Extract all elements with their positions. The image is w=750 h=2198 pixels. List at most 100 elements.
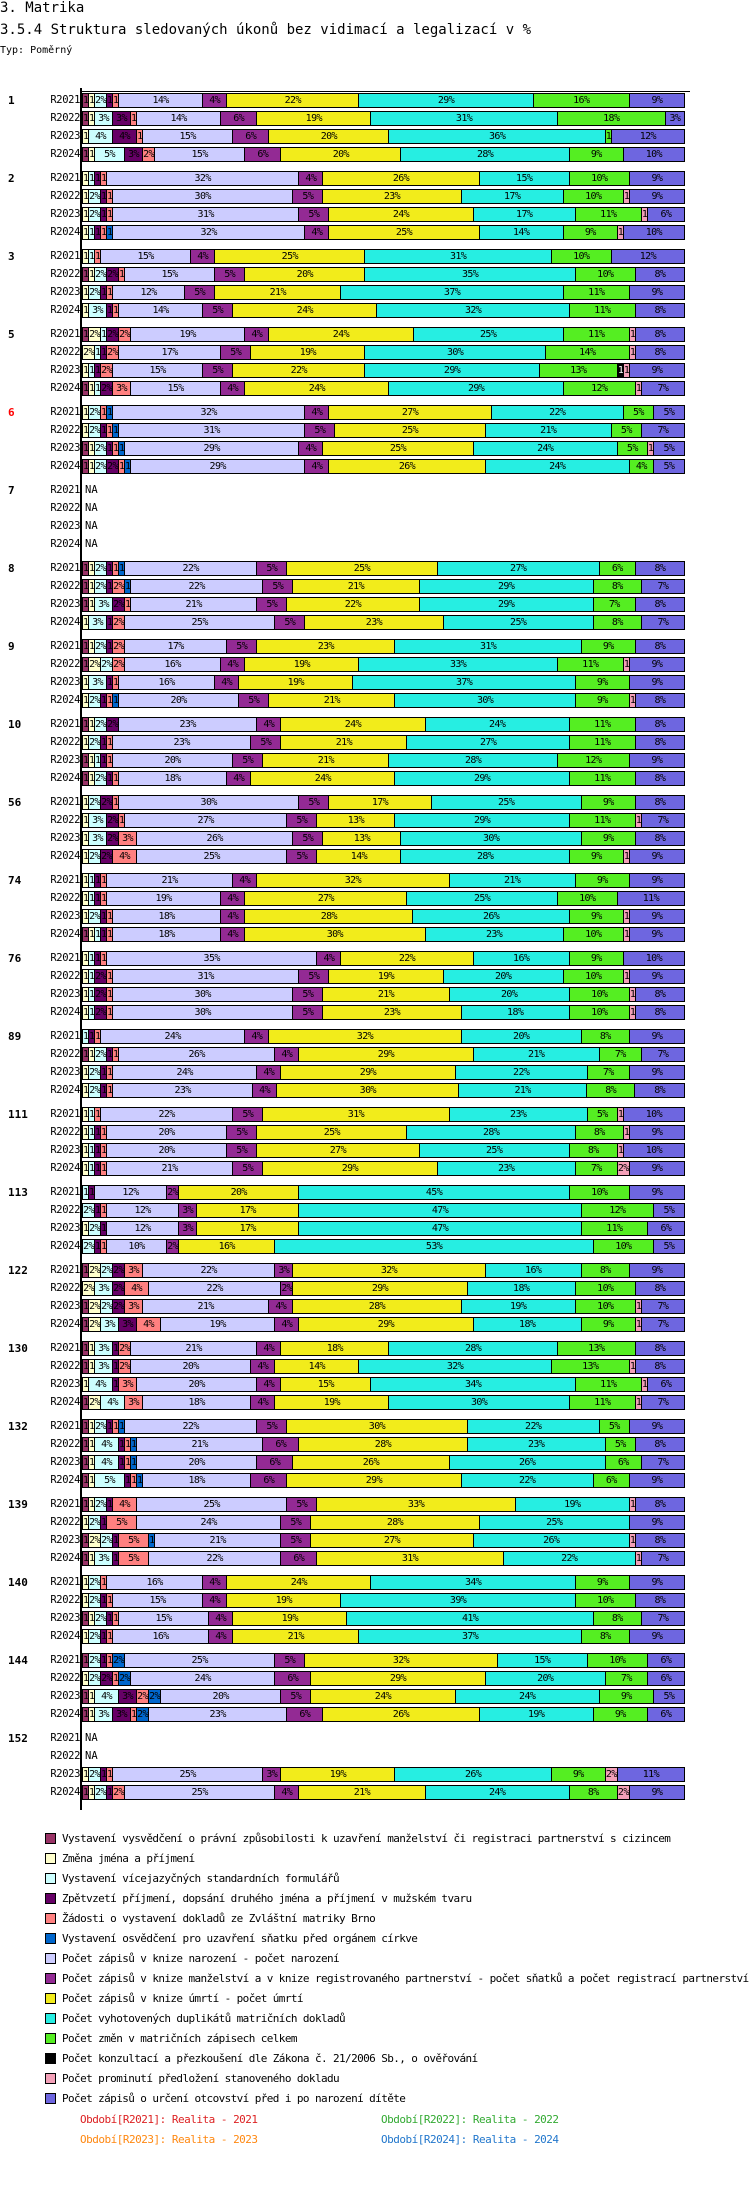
bar-segment: 1%	[113, 1360, 120, 1373]
bar-segment: 28%	[389, 1342, 558, 1355]
bar-segment: 5%	[95, 1474, 126, 1487]
bar-segment: 1%	[83, 1300, 89, 1313]
stacked-bar: 1%1%1%1%20%5%27%25%8%1%10%	[82, 1143, 685, 1158]
period-label: R2023	[50, 364, 80, 376]
bar-segment: 2%	[119, 328, 132, 341]
bar-segment: 1%	[89, 598, 95, 611]
stacked-bar: 1%1%12%2%20%45%10%9%	[82, 1185, 685, 1200]
bar-segment: 24%	[269, 328, 414, 341]
period-label: R2022	[50, 112, 80, 124]
bar-segment: 9%	[575, 676, 630, 689]
bar-segment: 4%	[227, 772, 252, 785]
bar-segment: 3%	[125, 1300, 144, 1313]
bar-segment: 8%	[635, 772, 684, 785]
bar-segment: 4%	[305, 226, 330, 239]
bar-segment: 29%	[395, 814, 570, 827]
stacked-bar: 1%1%2%1%1%1%22%5%25%27%6%8%	[82, 561, 685, 576]
bar-segment: 1%	[89, 226, 95, 239]
stacked-bar: 1%2%1%1%32%4%27%22%5%5%	[82, 405, 685, 420]
bar-segment: 8%	[635, 346, 684, 359]
bar-segment: 1%	[617, 1144, 624, 1157]
top-axis-line	[80, 91, 690, 92]
group-label: 8	[8, 562, 15, 575]
bar-segment: 6%	[257, 1456, 294, 1469]
bar-segment: 16%	[179, 1240, 276, 1253]
group-label: 76	[8, 952, 22, 965]
bar-segment: 45%	[299, 1186, 570, 1199]
bar-segment: 1%	[89, 1006, 95, 1019]
bar-segment: 7%	[641, 1552, 684, 1565]
period-label: R2021	[50, 640, 80, 652]
bar-segment: 19%	[227, 1594, 342, 1607]
bar-segment: 2%	[113, 1654, 126, 1667]
group-label: 2	[8, 172, 15, 185]
bar-segment: 3%	[89, 832, 108, 845]
group-label: 140	[8, 1576, 28, 1589]
group-label: 6	[8, 406, 15, 419]
bar-segment: 21%	[473, 1048, 600, 1061]
stacked-bar: 1%2%1%1%25%3%19%26%9%2%11%	[82, 1767, 685, 1782]
stacked-bar: 1%1%1%1%21%4%32%21%9%9%	[82, 873, 685, 888]
bar-segment: 3%	[665, 112, 684, 125]
bar-segment: 37%	[353, 676, 576, 689]
bar-segment: 10%	[563, 970, 624, 983]
bar-segment: 1%	[113, 94, 120, 107]
period-label: R2022	[50, 892, 80, 904]
bar-segment: 1%	[107, 1768, 114, 1781]
bar-segment: 30%	[287, 1420, 468, 1433]
bar-segment: 16%	[533, 94, 630, 107]
bar-segment: 2%	[95, 1612, 108, 1625]
bar-segment: 15%	[131, 382, 222, 395]
bar-segment: 10%	[557, 892, 618, 905]
period-label: R2022	[50, 1672, 80, 1684]
bar-segment: 1%	[89, 1126, 95, 1139]
bar-segment: 1%	[101, 754, 107, 767]
bar-segment: 2%	[89, 1066, 102, 1079]
bar-segment: 4%	[275, 1048, 300, 1061]
bar-segment: 24%	[281, 718, 426, 731]
bar-segment: 3%	[95, 1708, 114, 1721]
period-label: R2023	[50, 1768, 80, 1780]
bar-segment: 1%	[101, 328, 108, 341]
bar-segment: 8%	[569, 1786, 618, 1799]
legend-item: Změna jména a příjmení	[45, 1848, 749, 1868]
stacked-bar: 1%1%1%22%5%31%23%5%1%10%	[82, 1107, 685, 1122]
bar-segment: 2%	[89, 1222, 102, 1235]
bar-segment: 4%	[101, 1396, 126, 1409]
bar-segment: 1%	[107, 406, 114, 419]
bar-segment: 8%	[635, 1006, 684, 1019]
stacked-bar: 1%1%2%1%2%25%4%21%24%8%2%9%	[82, 1785, 685, 1800]
bar-segment: 4%	[299, 442, 324, 455]
bar-segment: 1%	[83, 1066, 89, 1079]
bar-segment: 7%	[587, 1066, 630, 1079]
bar-segment: 1%	[617, 364, 624, 377]
bar-segment: 1%	[629, 1360, 636, 1373]
bar-segment: 10%	[569, 1006, 630, 1019]
legend-item: Počet vyhotovených duplikátů matričních …	[45, 2008, 749, 2028]
bar-segment: 4%	[95, 1690, 120, 1703]
stacked-bar: 1%1%3%1%2%21%4%18%28%13%8%	[82, 1341, 685, 1356]
bar-segment: 8%	[593, 580, 642, 593]
group-label: 74	[8, 874, 22, 887]
bar-segment: 1%	[83, 1420, 89, 1433]
bar-segment: 1%	[83, 112, 89, 125]
bar-segment: 2%	[89, 694, 102, 707]
bar-segment: 2%	[83, 1204, 96, 1217]
bar-segment: 11%	[569, 772, 636, 785]
bar-segment: 2%	[89, 1396, 102, 1409]
legend-label: Vystavení vysvědčení o právní způsobilos…	[62, 1831, 671, 1845]
bar-segment: 11%	[617, 1768, 684, 1781]
bar-segment: 1%	[101, 1144, 107, 1157]
bar-segment: 1%	[95, 346, 102, 359]
bar-segment: 20%	[449, 988, 570, 1001]
period-label: R2024	[50, 1474, 80, 1486]
bar-segment: 1%	[89, 1420, 95, 1433]
bar-segment: 21%	[281, 736, 408, 749]
bar-segment: 1%	[635, 1300, 642, 1313]
stacked-bar: 1%1%1%1%20%5%25%28%8%1%9%	[82, 1125, 685, 1140]
bar-segment: 6%	[605, 1456, 642, 1469]
bar-segment: 23%	[113, 1084, 253, 1097]
bar-segment: 23%	[449, 1108, 588, 1121]
bar-segment: 18%	[461, 1006, 570, 1019]
bar-segment: 4%	[203, 94, 228, 107]
